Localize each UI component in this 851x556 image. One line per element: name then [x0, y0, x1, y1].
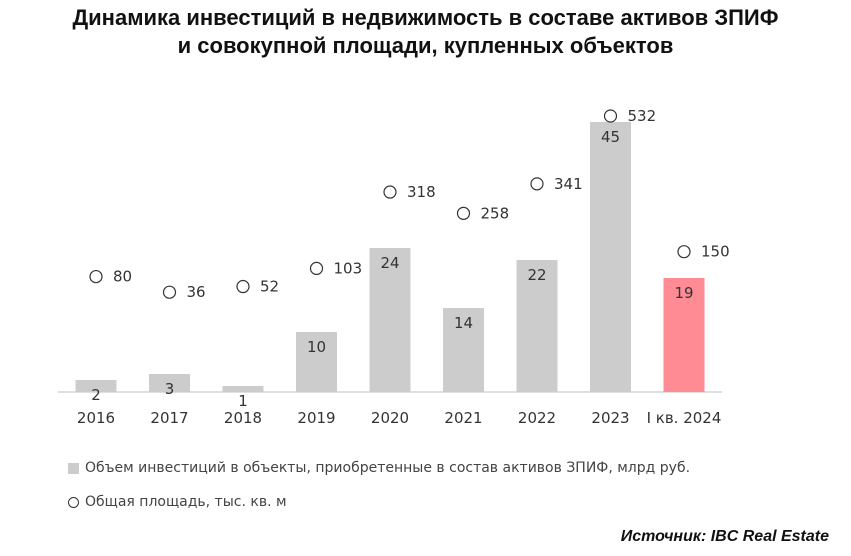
- legend-circle-marker: [68, 496, 79, 508]
- area-marker: [383, 185, 397, 199]
- x-tick-label: 2018: [224, 409, 262, 427]
- source-note: Источник: IBC Real Estate: [620, 528, 829, 545]
- area-value-label: 150: [701, 243, 730, 261]
- area-value-label: 341: [554, 175, 583, 193]
- bar-value-label: 24: [380, 254, 399, 272]
- bar-value-label: 45: [601, 128, 620, 146]
- x-tick-label: 2021: [444, 409, 482, 427]
- x-tick-label: 2019: [297, 409, 335, 427]
- bar-value-label: 2: [91, 386, 101, 404]
- area-marker: [162, 285, 177, 299]
- chart-title-line-1: Динамика инвестиций в недвижимость в сос…: [72, 5, 779, 30]
- bar-2023: [590, 122, 631, 392]
- bar-value-label: 22: [527, 266, 546, 284]
- bar-2021: [443, 308, 484, 392]
- bar-value-label: 3: [165, 380, 175, 398]
- bar-I-кв.-2024: [663, 278, 705, 392]
- bar-value-label: 10: [307, 338, 326, 356]
- bar-2016: [75, 380, 117, 392]
- area-marker: [456, 206, 471, 220]
- x-tick-label: 2017: [150, 409, 188, 427]
- legend-bar-swatch: [68, 462, 79, 474]
- bar-value-label: 19: [674, 284, 693, 302]
- bar-2020: [369, 248, 411, 392]
- chart-title: Динамика инвестиций в недвижимость в сос…: [0, 4, 851, 60]
- legend-item-area: Общая площадь, тыс. кв. м: [68, 494, 287, 510]
- bar-value-label: 1: [238, 392, 248, 410]
- area-value-label: 36: [187, 283, 206, 301]
- legend-label-investment: Объем инвестиций в объекты, приобретенны…: [85, 460, 691, 476]
- x-tick-label: 2022: [518, 409, 556, 427]
- bar-2018: [222, 386, 264, 392]
- bar-2019: [296, 332, 337, 392]
- area-marker: [309, 261, 324, 276]
- area-marker: [236, 279, 250, 294]
- area-marker: [530, 177, 544, 191]
- area-value-label: 532: [628, 107, 657, 125]
- area-value-label: 103: [334, 259, 363, 277]
- chart-title-line-2: и совокупной площади, купленных объектов: [177, 33, 674, 58]
- legend-item-investment: Объем инвестиций в объекты, приобретенны…: [68, 460, 690, 476]
- area-marker: [89, 269, 103, 284]
- area-value-label: 258: [481, 204, 510, 222]
- legend-label-area: Общая площадь, тыс. кв. м: [85, 494, 287, 510]
- x-tick-label: I кв. 2024: [647, 409, 722, 427]
- area-marker: [603, 109, 618, 123]
- bar-value-label: 14: [454, 314, 473, 332]
- x-tick-label: 2023: [591, 409, 629, 427]
- x-tick-label: 2020: [371, 409, 409, 427]
- area-value-label: 318: [407, 183, 436, 201]
- area-value-label: 80: [113, 268, 132, 286]
- area-marker: [677, 245, 691, 259]
- x-tick-label: 2016: [77, 409, 115, 427]
- bar-2022: [516, 260, 558, 392]
- bar-2017: [149, 374, 190, 392]
- area-value-label: 52: [260, 278, 279, 296]
